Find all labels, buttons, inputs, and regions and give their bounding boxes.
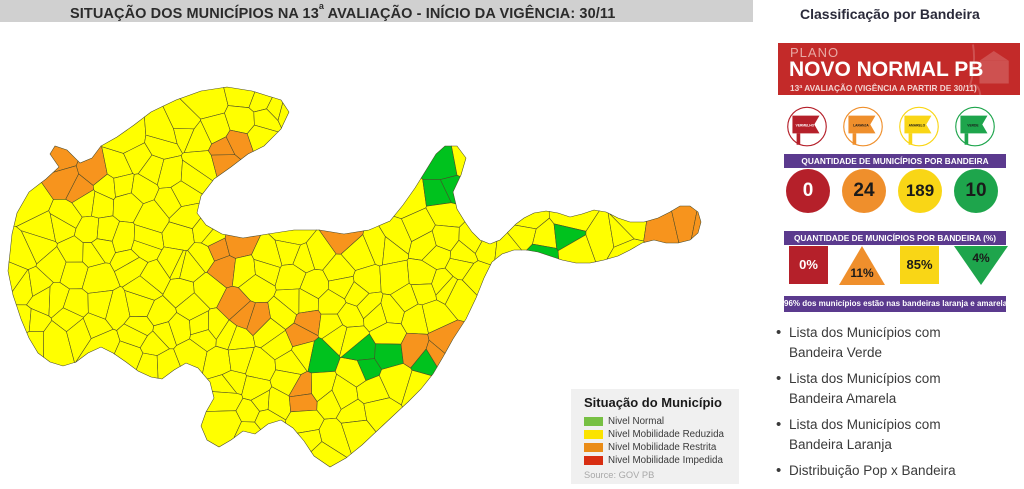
svg-text:LARANJA: LARANJA — [853, 123, 869, 127]
svg-text:VERMELHO: VERMELHO — [796, 123, 815, 127]
svg-text:VERDE: VERDE — [967, 123, 979, 127]
svg-text:AMARELO: AMARELO — [909, 123, 926, 127]
